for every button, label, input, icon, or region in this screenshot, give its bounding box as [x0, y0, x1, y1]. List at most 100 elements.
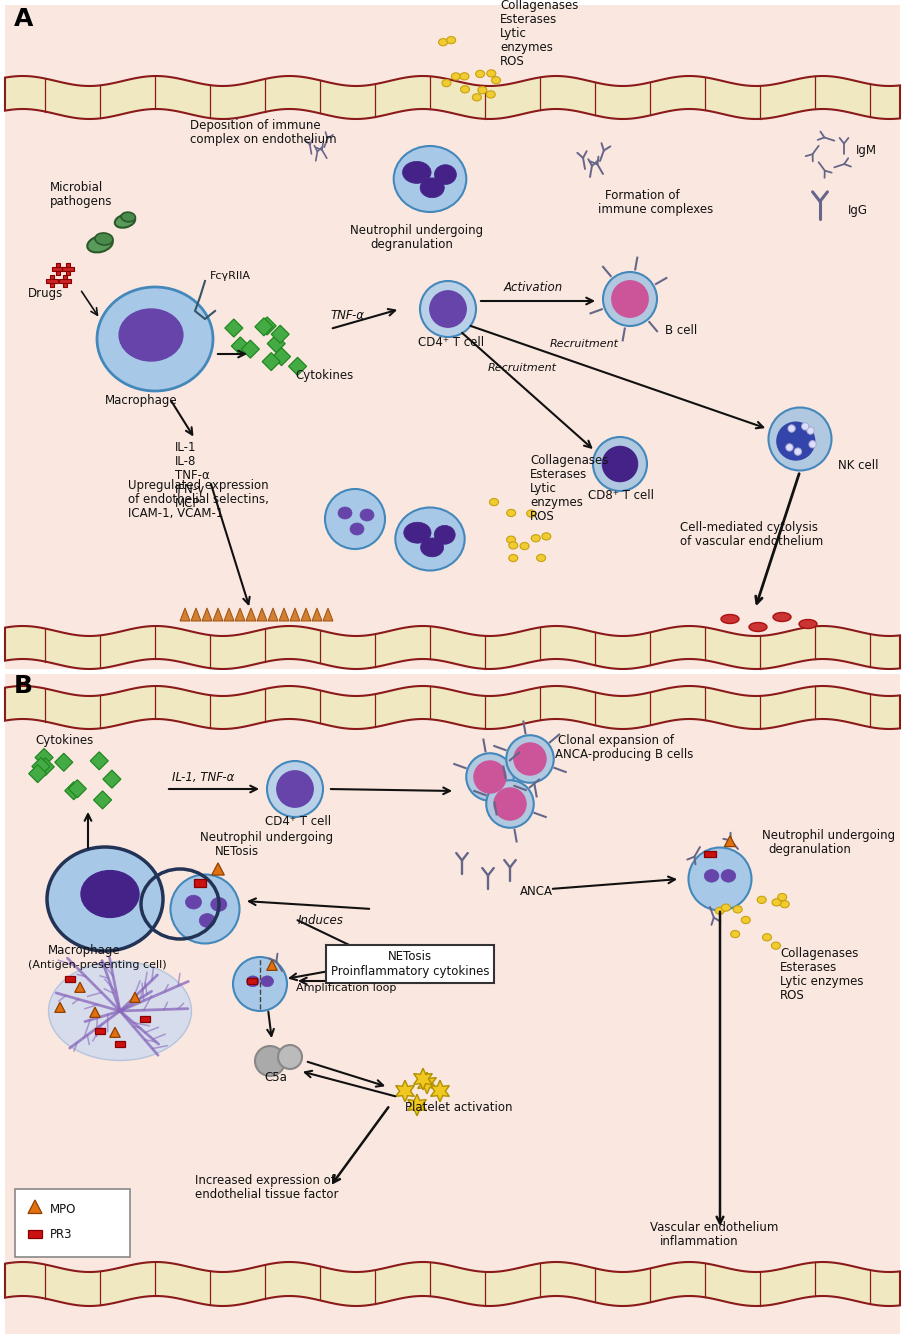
Ellipse shape: [472, 94, 481, 100]
Polygon shape: [724, 836, 736, 846]
Ellipse shape: [233, 957, 287, 1011]
Text: Lytic enzymes: Lytic enzymes: [780, 975, 863, 988]
Ellipse shape: [704, 869, 719, 882]
Ellipse shape: [537, 554, 546, 561]
Bar: [15, 1189, 130, 1257]
Text: complex on endothelium: complex on endothelium: [190, 133, 337, 146]
Ellipse shape: [749, 623, 767, 632]
Text: NETosis: NETosis: [215, 845, 259, 858]
Circle shape: [809, 441, 816, 449]
Ellipse shape: [81, 870, 139, 917]
Ellipse shape: [439, 39, 448, 46]
Bar: [56, 262, 61, 274]
Polygon shape: [262, 352, 281, 371]
Ellipse shape: [507, 509, 516, 517]
Text: Cytokines: Cytokines: [295, 370, 353, 382]
Text: MPO: MPO: [50, 1202, 76, 1216]
Ellipse shape: [474, 761, 506, 793]
Text: Platelet activation: Platelet activation: [405, 1101, 512, 1114]
Ellipse shape: [461, 86, 470, 92]
Ellipse shape: [506, 735, 554, 783]
Ellipse shape: [403, 162, 431, 183]
Text: Esterases: Esterases: [780, 961, 837, 973]
Polygon shape: [323, 608, 333, 621]
Circle shape: [278, 1044, 302, 1069]
Ellipse shape: [509, 542, 518, 549]
Polygon shape: [5, 76, 900, 119]
Polygon shape: [301, 608, 311, 621]
Text: degranulation: degranulation: [768, 844, 851, 856]
Bar: [59, 279, 71, 284]
Text: of endothelial selectins,: of endothelial selectins,: [128, 493, 269, 506]
Ellipse shape: [420, 281, 476, 337]
Polygon shape: [395, 1081, 414, 1102]
Bar: [62, 274, 67, 287]
Polygon shape: [35, 749, 53, 766]
Bar: [28, 1231, 42, 1239]
Polygon shape: [267, 335, 285, 352]
Polygon shape: [267, 960, 277, 971]
Text: ROS: ROS: [780, 990, 805, 1002]
Polygon shape: [258, 317, 276, 335]
Bar: [66, 262, 71, 274]
Circle shape: [802, 423, 809, 430]
Polygon shape: [202, 608, 212, 621]
Text: Clonal expansion of: Clonal expansion of: [558, 734, 674, 747]
Polygon shape: [246, 608, 256, 621]
Ellipse shape: [404, 522, 431, 544]
Ellipse shape: [487, 70, 496, 78]
Ellipse shape: [267, 761, 323, 817]
Polygon shape: [212, 862, 224, 876]
Text: Lytic: Lytic: [500, 27, 527, 40]
Text: PR3: PR3: [50, 1228, 72, 1241]
Polygon shape: [268, 608, 278, 621]
Text: TNF-α: TNF-α: [330, 309, 364, 321]
Ellipse shape: [447, 36, 455, 44]
Polygon shape: [272, 348, 291, 366]
Text: IL-8: IL-8: [175, 455, 196, 469]
Text: Macrophage: Macrophage: [48, 944, 120, 957]
Polygon shape: [129, 992, 140, 1003]
Ellipse shape: [733, 905, 742, 913]
Bar: [62, 266, 74, 272]
Text: B cell: B cell: [665, 324, 697, 337]
Ellipse shape: [49, 961, 192, 1060]
Text: Drugs: Drugs: [28, 287, 63, 300]
Text: B: B: [14, 674, 33, 698]
Ellipse shape: [507, 536, 516, 544]
Polygon shape: [29, 765, 47, 782]
Text: immune complexes: immune complexes: [598, 204, 713, 216]
Polygon shape: [257, 608, 267, 621]
Polygon shape: [5, 1261, 900, 1306]
Ellipse shape: [430, 291, 466, 327]
Text: endothelial tissue factor: endothelial tissue factor: [195, 1188, 338, 1201]
Polygon shape: [279, 608, 289, 621]
Text: Cell-mediated cytolysis: Cell-mediated cytolysis: [680, 521, 818, 534]
Circle shape: [255, 1046, 285, 1077]
Polygon shape: [110, 1027, 120, 1038]
Polygon shape: [289, 358, 307, 375]
Polygon shape: [232, 337, 249, 355]
Ellipse shape: [97, 287, 213, 391]
Text: ROS: ROS: [500, 55, 525, 68]
Ellipse shape: [491, 76, 500, 84]
Ellipse shape: [531, 534, 540, 542]
Ellipse shape: [542, 533, 551, 540]
Polygon shape: [36, 758, 54, 775]
Polygon shape: [54, 1003, 65, 1012]
Polygon shape: [235, 608, 245, 621]
Polygon shape: [431, 1081, 450, 1102]
Ellipse shape: [721, 869, 736, 882]
Text: Formation of: Formation of: [605, 189, 680, 202]
Ellipse shape: [452, 72, 461, 80]
Text: ROS: ROS: [530, 510, 555, 524]
Polygon shape: [272, 325, 290, 343]
Text: Esterases: Esterases: [530, 469, 587, 481]
Text: IgG: IgG: [848, 204, 868, 217]
Bar: [5, 674, 900, 1334]
Polygon shape: [417, 1073, 436, 1094]
Text: Esterases: Esterases: [500, 13, 557, 25]
Ellipse shape: [325, 489, 385, 549]
Polygon shape: [290, 608, 300, 621]
Ellipse shape: [47, 848, 163, 951]
